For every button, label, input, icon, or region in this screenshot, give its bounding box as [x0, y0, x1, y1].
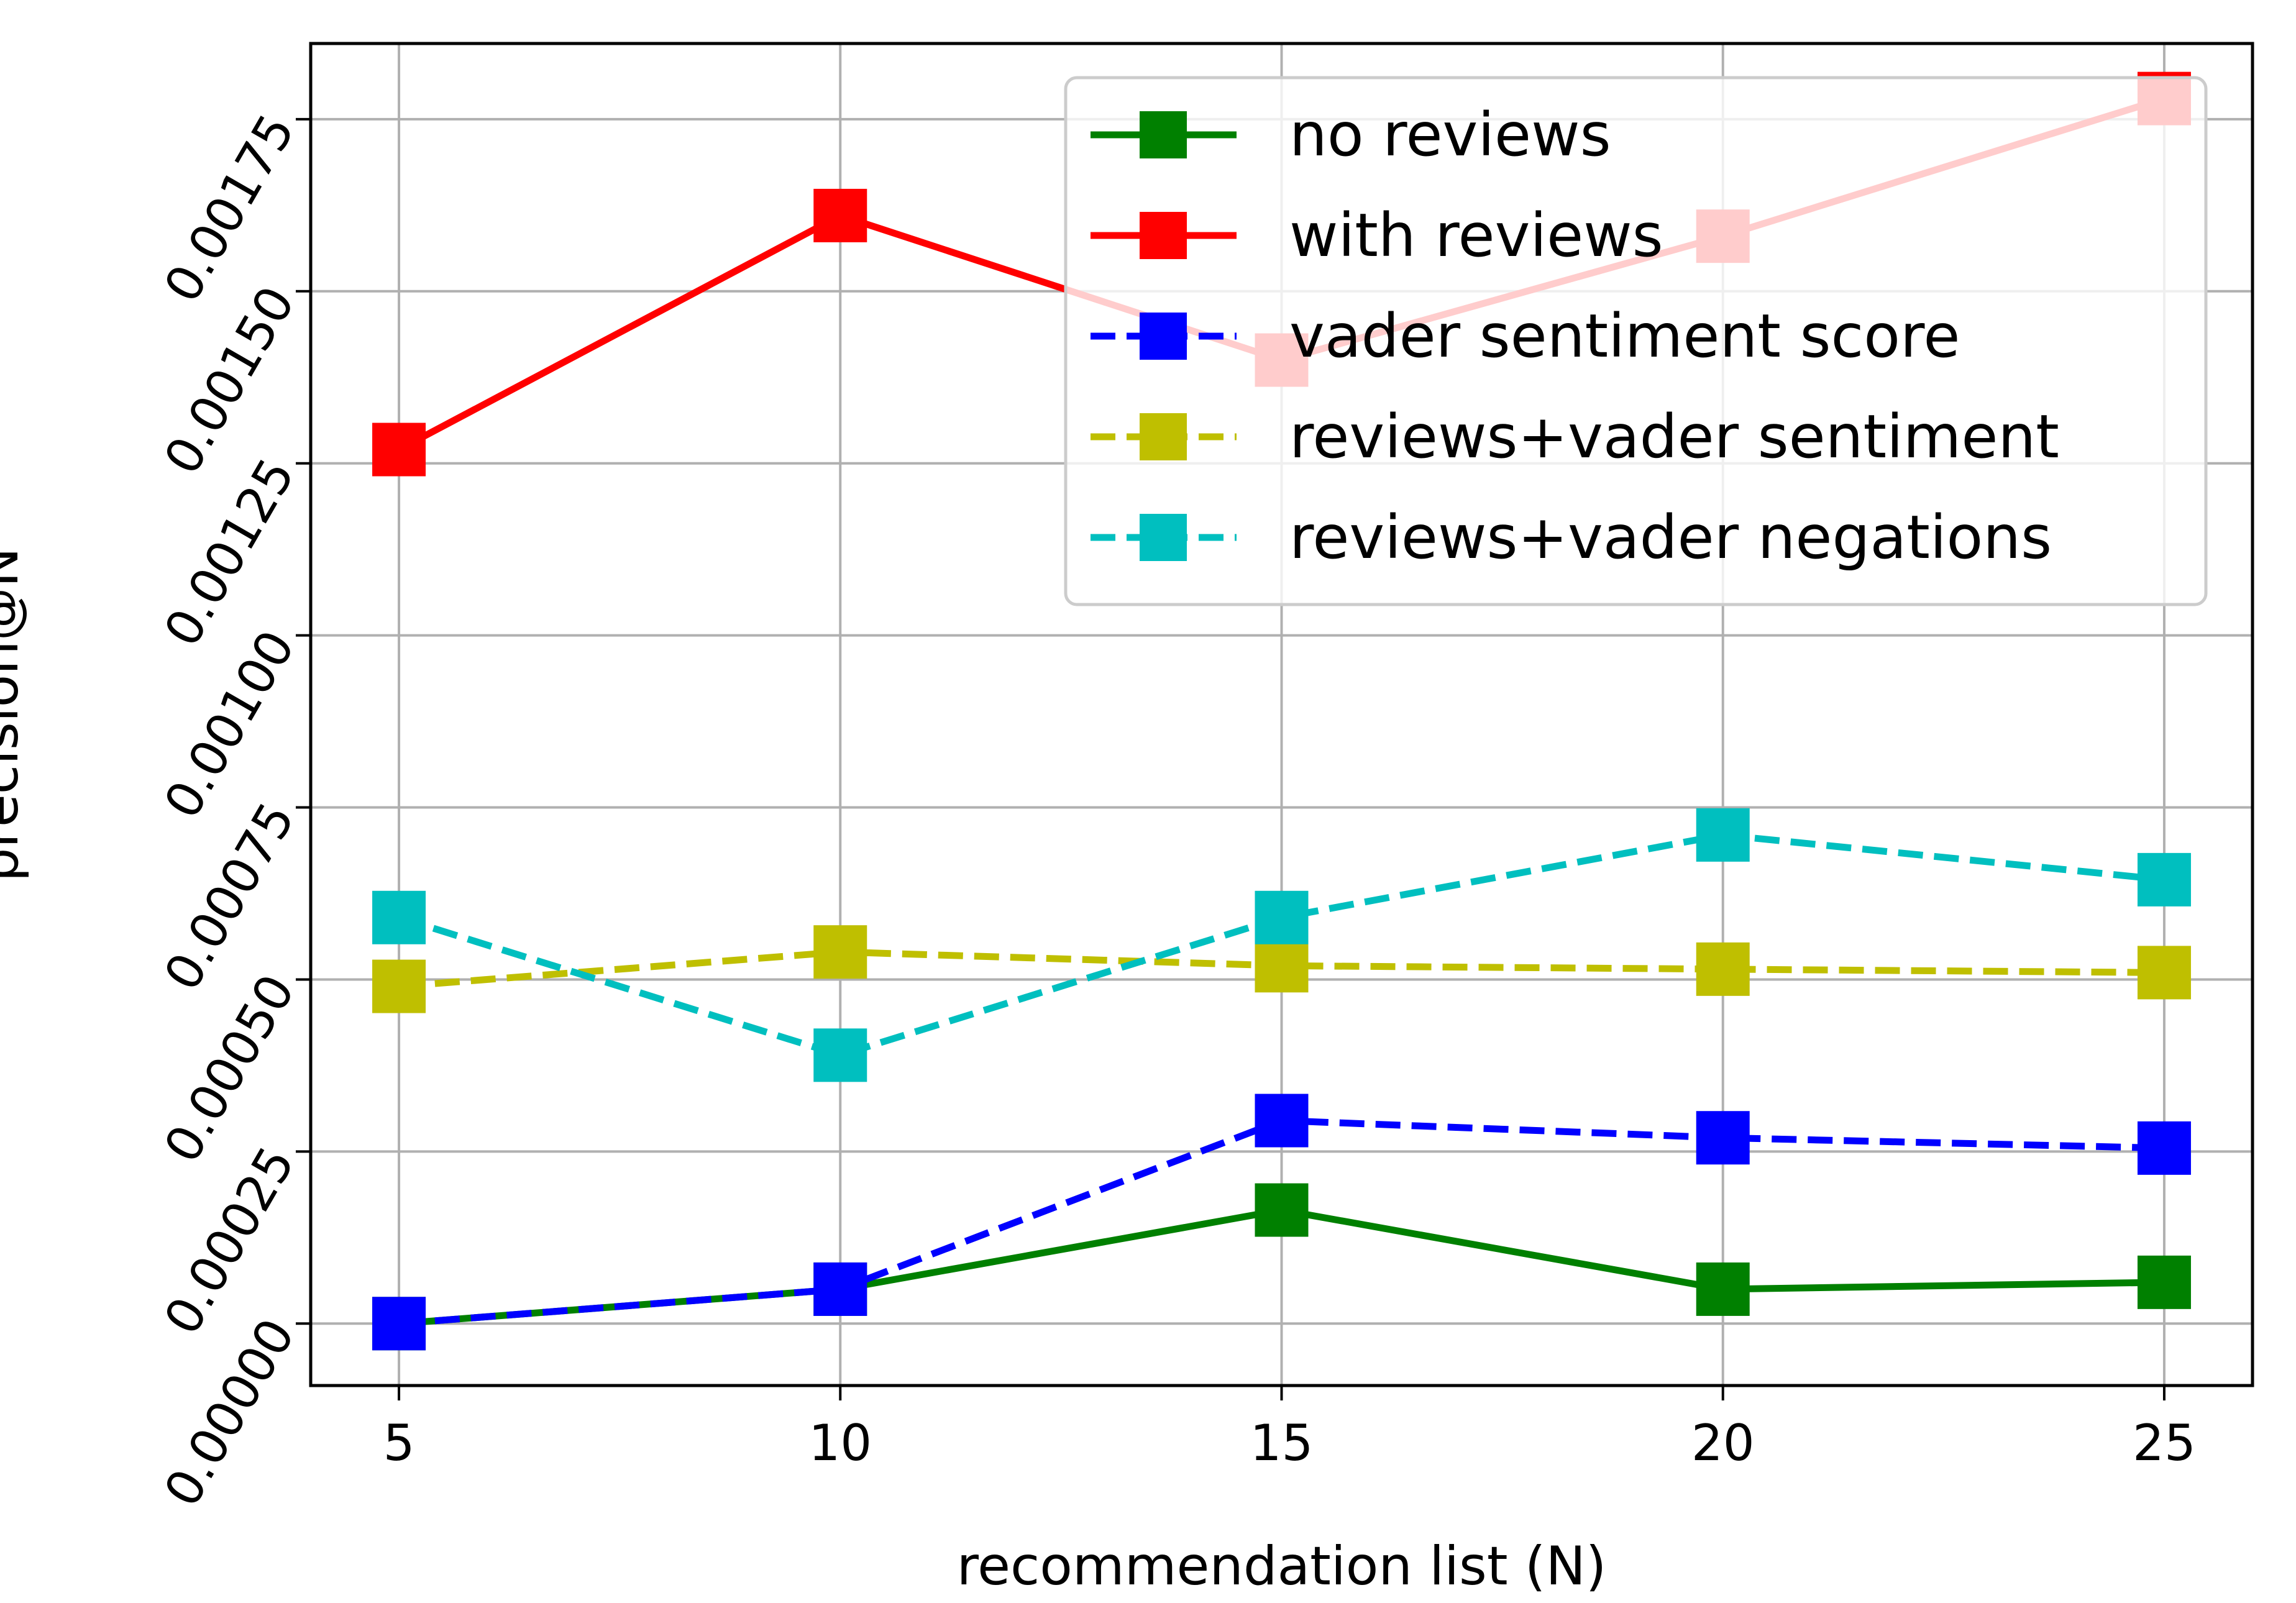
y-tick-label: 0.00025	[153, 1137, 306, 1344]
data-point-marker	[813, 1262, 867, 1316]
series-4	[372, 808, 2191, 1082]
x-tick-label: 5	[383, 1414, 415, 1472]
data-point-marker	[1255, 939, 1309, 993]
y-tick-label: 0.00075	[153, 793, 306, 1000]
data-point-marker	[2137, 852, 2191, 907]
data-point-marker	[813, 188, 867, 242]
series-3	[372, 925, 2191, 1013]
data-point-marker	[1255, 1183, 1309, 1237]
series-2	[372, 1094, 2191, 1351]
x-tick-label: 10	[808, 1414, 872, 1472]
x-tick-label: 15	[1250, 1414, 1314, 1472]
legend-label: reviews+vader negations	[1289, 503, 2052, 572]
y-tick-label: 0.00050	[153, 965, 306, 1172]
legend-label: reviews+vader sentiment	[1289, 402, 2059, 472]
data-point-marker	[1255, 1094, 1309, 1148]
legend-marker	[1140, 313, 1187, 360]
data-point-marker	[813, 925, 867, 979]
legend-marker	[1140, 514, 1187, 561]
y-tick-label: 0.00100	[153, 621, 306, 828]
x-tick-label: 25	[2133, 1414, 2196, 1472]
data-point-marker	[372, 890, 426, 944]
legend: no reviews with reviews vader sentiment sc…	[1064, 76, 2208, 606]
legend-label: no reviews	[1289, 100, 1611, 170]
data-point-marker	[372, 959, 426, 1013]
y-axis-label: precision@N	[0, 547, 30, 882]
data-point-marker	[372, 422, 426, 477]
data-point-marker	[372, 1297, 426, 1351]
data-point-marker	[1696, 1111, 1750, 1165]
y-tick-label: 0.00175	[153, 105, 306, 312]
data-point-marker	[2137, 1121, 2191, 1175]
y-tick-label: 0.00000	[153, 1309, 306, 1516]
data-point-marker	[2137, 946, 2191, 1000]
y-tick-label: 0.00150	[153, 277, 306, 484]
x-tick-label: 20	[1691, 1414, 1755, 1472]
data-point-marker	[1696, 1262, 1750, 1316]
legend-marker	[1140, 413, 1187, 460]
legend-box	[1064, 76, 2208, 606]
legend-marker	[1140, 212, 1187, 259]
legend-label: vader sentiment score	[1289, 301, 1960, 371]
legend-label: with reviews	[1289, 201, 1663, 270]
data-point-marker	[2137, 1255, 2191, 1309]
x-axis-label: recommendation list (N)	[957, 1535, 1607, 1597]
legend-marker	[1140, 111, 1187, 158]
y-tick-label: 0.00125	[153, 449, 306, 655]
data-point-marker	[1696, 942, 1750, 996]
data-point-marker	[1255, 890, 1309, 944]
data-point-marker	[1696, 808, 1750, 862]
data-point-marker	[813, 1028, 867, 1082]
